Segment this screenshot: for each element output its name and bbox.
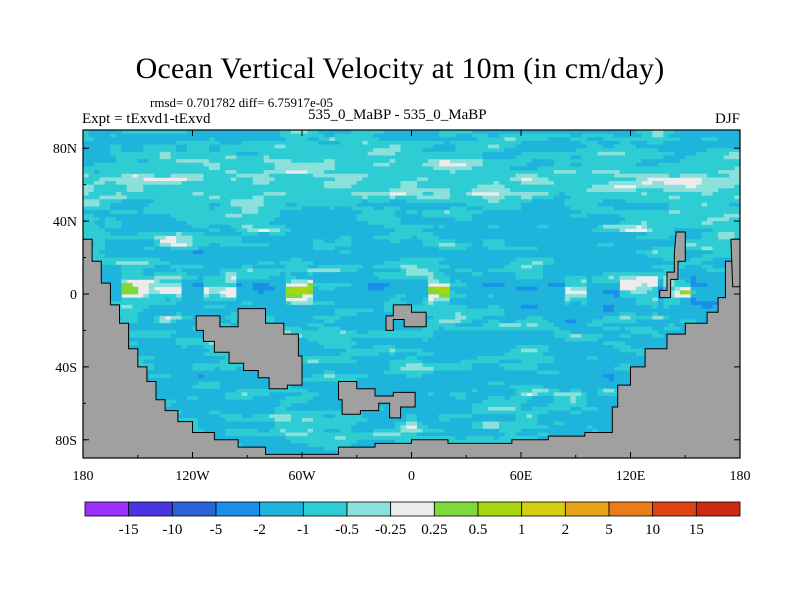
colorbar-label: 2 xyxy=(562,522,570,538)
colorbar-label: 10 xyxy=(645,522,660,538)
colorbar-swatch xyxy=(302,501,348,517)
colorbar-label: 1 xyxy=(518,522,526,538)
land-mask xyxy=(83,231,740,458)
landmass-5 xyxy=(659,231,686,299)
x-tick-label: 120W xyxy=(175,469,210,484)
map-area xyxy=(83,130,740,458)
landmass-6 xyxy=(730,238,740,288)
case-label: 535_0_MaBP - 535_0_MaBP xyxy=(308,107,487,123)
colorbar-swatch xyxy=(608,501,654,517)
colorbar-swatch xyxy=(128,501,173,517)
rmsd-stats: rmsd= 0.701782 diff= 6.75917e-05 xyxy=(150,95,334,110)
x-tick-label: 60E xyxy=(510,469,533,484)
axis-ticks: 180 120W 60W 0 60E 120E 180 80N 40N 0 40S 80S xyxy=(53,130,751,484)
plot-title: Ocean Vertical Velocity at 10m (in cm/da… xyxy=(135,52,665,85)
colorbar-swatch xyxy=(215,501,261,517)
colorbar-swatch xyxy=(521,501,566,517)
x-tick-label: 0 xyxy=(408,469,415,484)
colorbar-label: -1 xyxy=(297,522,310,538)
y-tick-label: 40S xyxy=(55,361,77,376)
y-tick-label: 40N xyxy=(53,215,77,230)
landmass-3 xyxy=(385,304,427,331)
x-tick-label: 120E xyxy=(616,469,646,484)
colorbar-label: 0.5 xyxy=(469,522,488,538)
colorbar-label: -2 xyxy=(253,522,266,538)
colorbar-swatch xyxy=(84,501,130,517)
landmass-4 xyxy=(338,381,416,419)
colorbar-label: -10 xyxy=(162,522,182,538)
experiment-label: Expt = tExvd1-tExvd xyxy=(82,111,211,127)
colorbar-swatch xyxy=(433,501,479,517)
colorbar-label: -0.5 xyxy=(335,522,359,538)
colorbar-swatch xyxy=(346,501,392,517)
colorbar-label: -15 xyxy=(119,522,139,538)
x-tick-label: 180 xyxy=(73,469,94,484)
colorbar-swatch xyxy=(564,501,610,517)
landmass-2 xyxy=(195,308,303,390)
x-tick-label: 60W xyxy=(288,469,316,484)
y-tick-label: 80N xyxy=(53,142,77,157)
colorbar-swatch xyxy=(477,501,523,517)
colorbar-swatch xyxy=(171,501,217,517)
colorbar-label: -5 xyxy=(210,522,223,538)
y-tick-label: 80S xyxy=(55,434,77,449)
colorbar-swatch xyxy=(259,501,304,517)
colorbar: -15 -10 -5 -2 -1 -0.5 -0.25 0.25 0.5 1 2 5 10 15 xyxy=(84,501,741,538)
colorbar-swatch xyxy=(390,501,435,517)
x-tick-label: 180 xyxy=(730,469,751,484)
colorbar-label: -0.25 xyxy=(375,522,406,538)
landmass-1 xyxy=(83,238,740,458)
colorbar-label: 5 xyxy=(605,522,613,538)
y-tick-label: 0 xyxy=(70,288,77,303)
season-label: DJF xyxy=(714,111,740,127)
colorbar-label: 15 xyxy=(689,522,704,538)
colorbar-swatch xyxy=(652,501,697,517)
colorbar-label: 0.25 xyxy=(421,522,447,538)
colorbar-swatch xyxy=(695,501,741,517)
